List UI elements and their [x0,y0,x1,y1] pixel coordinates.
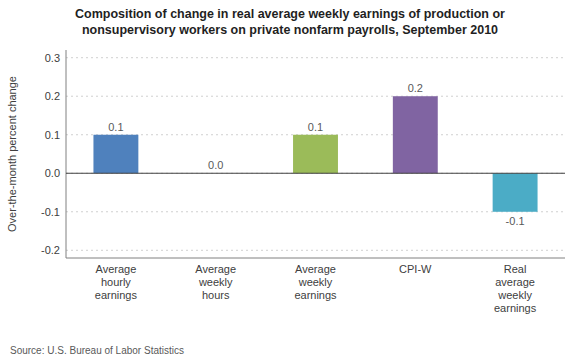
x-tick-label: CPI-W [399,263,432,275]
grid-line [66,250,565,251]
source: Source: U.S. Bureau of Labor Statistics [10,345,184,356]
bar [293,135,338,174]
grid [66,58,565,251]
grid-line [66,96,565,97]
x-axis [66,258,565,259]
x-tick-label: Averagehourlyearnings [95,263,138,301]
zero-line [66,173,565,174]
data-label: 0.2 [408,82,423,94]
y-tick-label: 0.1 [45,129,60,141]
x-ticks: Averagehourlyearnings Averageweeklyhours A… [95,263,537,314]
y-ticks: -0.2 -0.1 0.0 0.1 0.2 0.3 [41,52,60,257]
bars [93,96,537,212]
chart: Composition of change in real average we… [0,0,580,360]
y-tick-label: -0.1 [41,206,60,218]
data-label: 0.0 [208,159,223,171]
y-axis-label: Over-the-month percent change [6,76,18,232]
x-tick-label: Realaverageweeklyearnings [494,263,537,314]
bar [493,173,538,212]
title: Composition of change in real average we… [75,7,505,37]
x-tick-label: Averageweeklyhours [195,263,236,301]
background [0,0,580,360]
y-tick-label: 0.2 [45,90,60,102]
bar [393,96,438,173]
grid-line [66,57,565,58]
y-tick-label: -0.2 [41,244,60,256]
data-labels: 0.1 0.0 0.1 0.2 -0.1 [108,82,524,227]
data-label: 0.1 [108,121,123,133]
y-axis [66,50,67,258]
y-tick-label: 0.3 [45,52,60,64]
y-tick-label: 0.0 [45,167,60,179]
data-label: 0.1 [308,121,323,133]
grid-line [66,211,565,212]
grid-line [66,173,565,174]
data-label: -0.1 [506,215,525,227]
x-tick-label: Averageweeklyearnings [294,263,337,301]
bar [93,135,138,174]
